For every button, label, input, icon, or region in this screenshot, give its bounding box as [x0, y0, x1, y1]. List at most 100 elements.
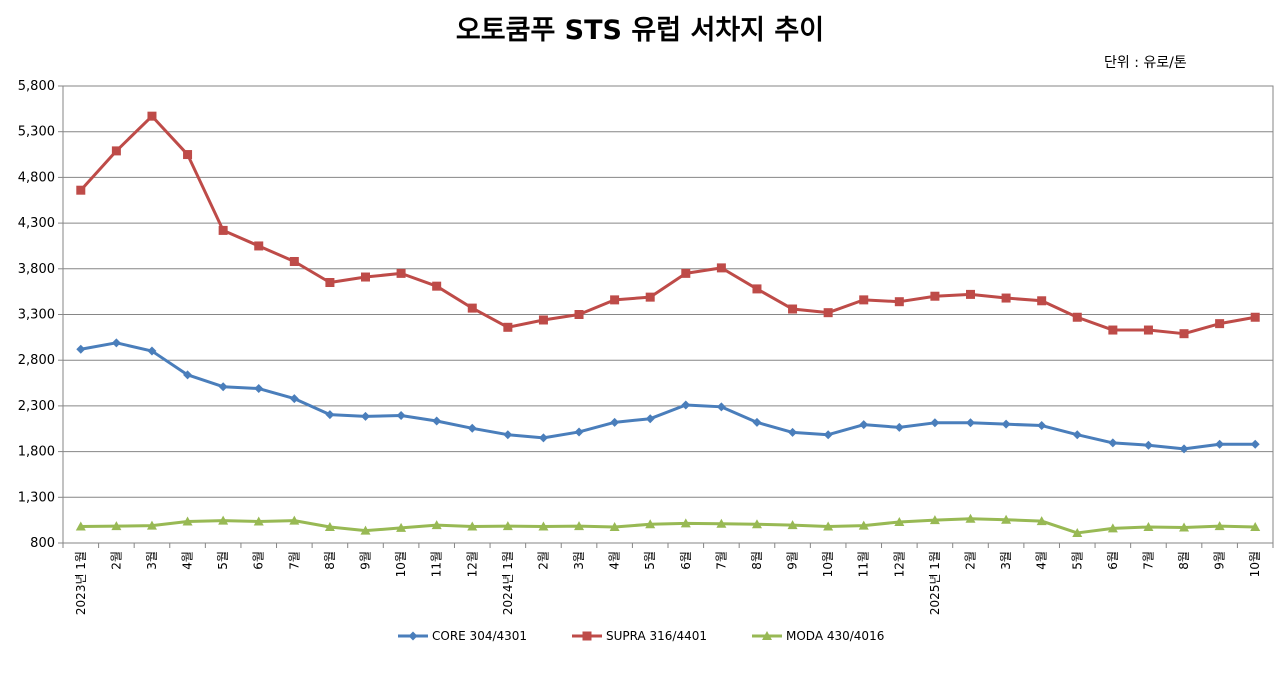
x-tick-label: 7월	[287, 551, 301, 570]
x-tick-label: 6월	[1106, 551, 1120, 570]
data-point-supra	[894, 297, 904, 307]
data-point-core	[289, 394, 299, 404]
data-point-moda	[182, 516, 193, 526]
x-tick-label: 3월	[145, 551, 159, 570]
x-tick-label: 11월	[430, 551, 444, 577]
data-point-moda	[609, 522, 620, 532]
data-point-core	[361, 411, 370, 421]
data-point-moda	[360, 525, 371, 535]
x-tick-label: 8월	[1177, 551, 1191, 570]
x-tick-label: 10월	[394, 551, 408, 577]
legend-label-moda: MODA 430/4016	[786, 629, 884, 643]
data-point-supra	[930, 291, 940, 301]
data-point-core	[859, 420, 869, 430]
data-point-core	[681, 400, 691, 410]
data-point-moda	[751, 519, 762, 529]
data-point-moda	[680, 518, 691, 528]
data-point-moda	[716, 518, 727, 528]
data-point-core	[503, 430, 513, 440]
data-point-supra	[681, 268, 691, 278]
data-point-supra	[1001, 293, 1011, 303]
x-tick-label: 2월	[109, 551, 123, 570]
data-point-core	[752, 417, 762, 427]
data-point-moda	[823, 521, 834, 531]
data-point-core	[966, 418, 975, 428]
series-line-core	[80, 341, 1256, 451]
data-point-supra	[1179, 329, 1189, 339]
data-point-supra	[325, 278, 335, 288]
x-tick-label: 2월	[536, 551, 550, 570]
data-point-core	[716, 402, 726, 412]
data-point-core	[930, 418, 940, 428]
x-tick-label: 12월	[892, 551, 906, 577]
data-point-core	[1072, 430, 1082, 440]
data-point-supra	[1037, 296, 1047, 306]
data-point-supra	[966, 289, 975, 299]
y-tick-label: 5,800	[18, 79, 55, 94]
data-point-moda	[324, 522, 335, 532]
data-point-moda	[1001, 514, 1012, 524]
data-point-moda	[1179, 522, 1190, 532]
data-point-core	[574, 427, 584, 437]
data-point-moda	[218, 515, 229, 525]
data-point-moda	[111, 521, 122, 531]
data-point-core	[1179, 444, 1189, 454]
x-tick-label: 8월	[750, 551, 764, 570]
data-point-core	[432, 416, 442, 426]
data-point-moda	[1072, 527, 1083, 537]
x-tick-label: 2023년 1월	[74, 551, 88, 615]
x-tick-label: 2024년 1월	[501, 551, 515, 615]
data-point-core	[645, 414, 655, 424]
x-tick-label: 7월	[714, 551, 728, 570]
x-tick-label: 9월	[1213, 551, 1227, 570]
data-point-supra	[361, 272, 370, 282]
data-point-moda	[396, 522, 407, 532]
data-point-moda	[894, 516, 905, 526]
data-point-supra	[823, 308, 833, 318]
data-point-core	[1001, 419, 1011, 429]
data-point-core	[1250, 439, 1260, 449]
data-point-supra	[788, 304, 798, 314]
data-point-supra	[859, 295, 869, 305]
x-tick-label: 10월	[1248, 551, 1262, 577]
y-tick-label: 4,800	[18, 170, 55, 185]
data-point-supra	[716, 263, 726, 273]
x-tick-label: 4월	[181, 551, 195, 570]
x-tick-label: 5월	[216, 551, 230, 570]
y-tick-label: 1,800	[18, 445, 55, 460]
x-tick-label: 5월	[1070, 551, 1084, 570]
data-point-moda	[289, 515, 300, 525]
data-point-core	[788, 427, 798, 437]
data-point-core	[76, 344, 86, 354]
data-point-core	[1037, 421, 1047, 431]
x-tick-label: 12월	[465, 551, 479, 577]
x-tick-label: 9월	[786, 551, 800, 570]
data-point-core	[218, 382, 228, 392]
data-point-supra	[111, 146, 121, 156]
data-point-supra	[1143, 325, 1153, 335]
y-tick-label: 5,300	[18, 125, 55, 140]
x-tick-label: 6월	[252, 551, 266, 570]
legend-marker-moda	[762, 631, 772, 640]
data-point-moda	[253, 516, 264, 526]
data-point-supra	[645, 292, 655, 302]
data-point-core	[396, 410, 406, 420]
data-point-core	[147, 346, 157, 356]
x-tick-label: 2월	[964, 551, 978, 570]
x-tick-label: 9월	[359, 551, 373, 570]
legend-marker-core	[408, 631, 418, 641]
unit-label: 단위 : 유로/톤	[1104, 55, 1187, 71]
data-point-core	[823, 430, 833, 440]
chart-title: 오토쿰푸 STS 유럽 서차지 추이	[455, 15, 825, 46]
data-point-supra	[432, 281, 442, 291]
data-point-moda	[858, 520, 869, 530]
x-tick-label: 11월	[857, 551, 871, 577]
data-point-core	[1143, 440, 1153, 450]
data-point-moda	[431, 520, 442, 530]
x-tick-label: 2025년 1월	[928, 551, 942, 615]
data-point-moda	[1036, 516, 1047, 526]
x-tick-label: 7월	[1141, 551, 1155, 570]
data-point-core	[538, 433, 548, 443]
data-point-moda	[787, 520, 798, 530]
